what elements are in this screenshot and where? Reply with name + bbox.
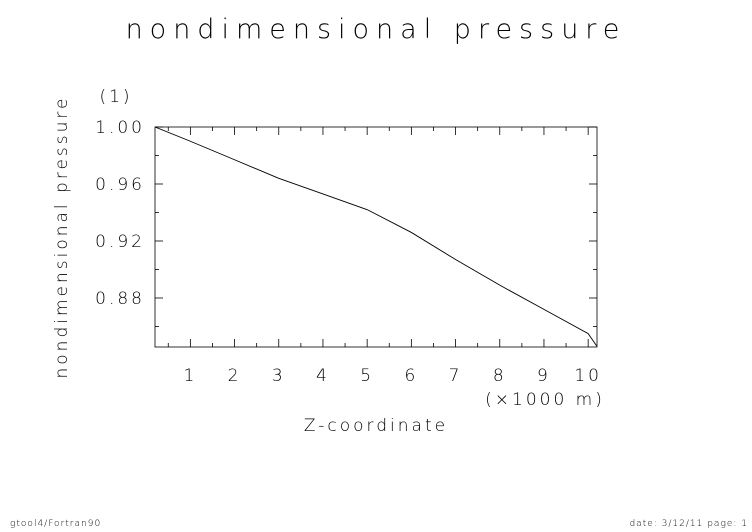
x-tick-label: 1	[183, 366, 197, 386]
footer-left: gtool4/Fortran90	[10, 519, 101, 529]
x-axis-unit: (×1000 m)	[485, 390, 605, 410]
y-tick-label: 0.92	[95, 232, 145, 252]
y-tick-label: 1.00	[95, 118, 145, 138]
x-tick-label: 7	[449, 366, 463, 386]
x-tick-label: 6	[404, 366, 418, 386]
x-tick-label: 2	[228, 366, 242, 386]
x-tick-label: 9	[537, 366, 551, 386]
data-line	[154, 126, 598, 347]
footer-right: date: 3/12/11 page: 1	[629, 519, 748, 529]
x-axis-label: Z-coordinate	[304, 416, 448, 436]
x-tick-label: 4	[316, 366, 330, 386]
chart-title: nondimensional pressure	[126, 14, 627, 45]
plot-frame	[154, 126, 598, 348]
y-axis-label: nondimensional pressure	[52, 96, 72, 379]
y-tick-label: 0.88	[95, 289, 145, 309]
y-tick-label: 0.96	[95, 175, 145, 195]
x-tick-label: 3	[272, 366, 286, 386]
x-tick-label: 8	[493, 366, 507, 386]
x-tick-label: 5	[360, 366, 374, 386]
y-axis-unit: (1)	[99, 87, 132, 107]
x-tick-label: 10	[574, 366, 602, 386]
